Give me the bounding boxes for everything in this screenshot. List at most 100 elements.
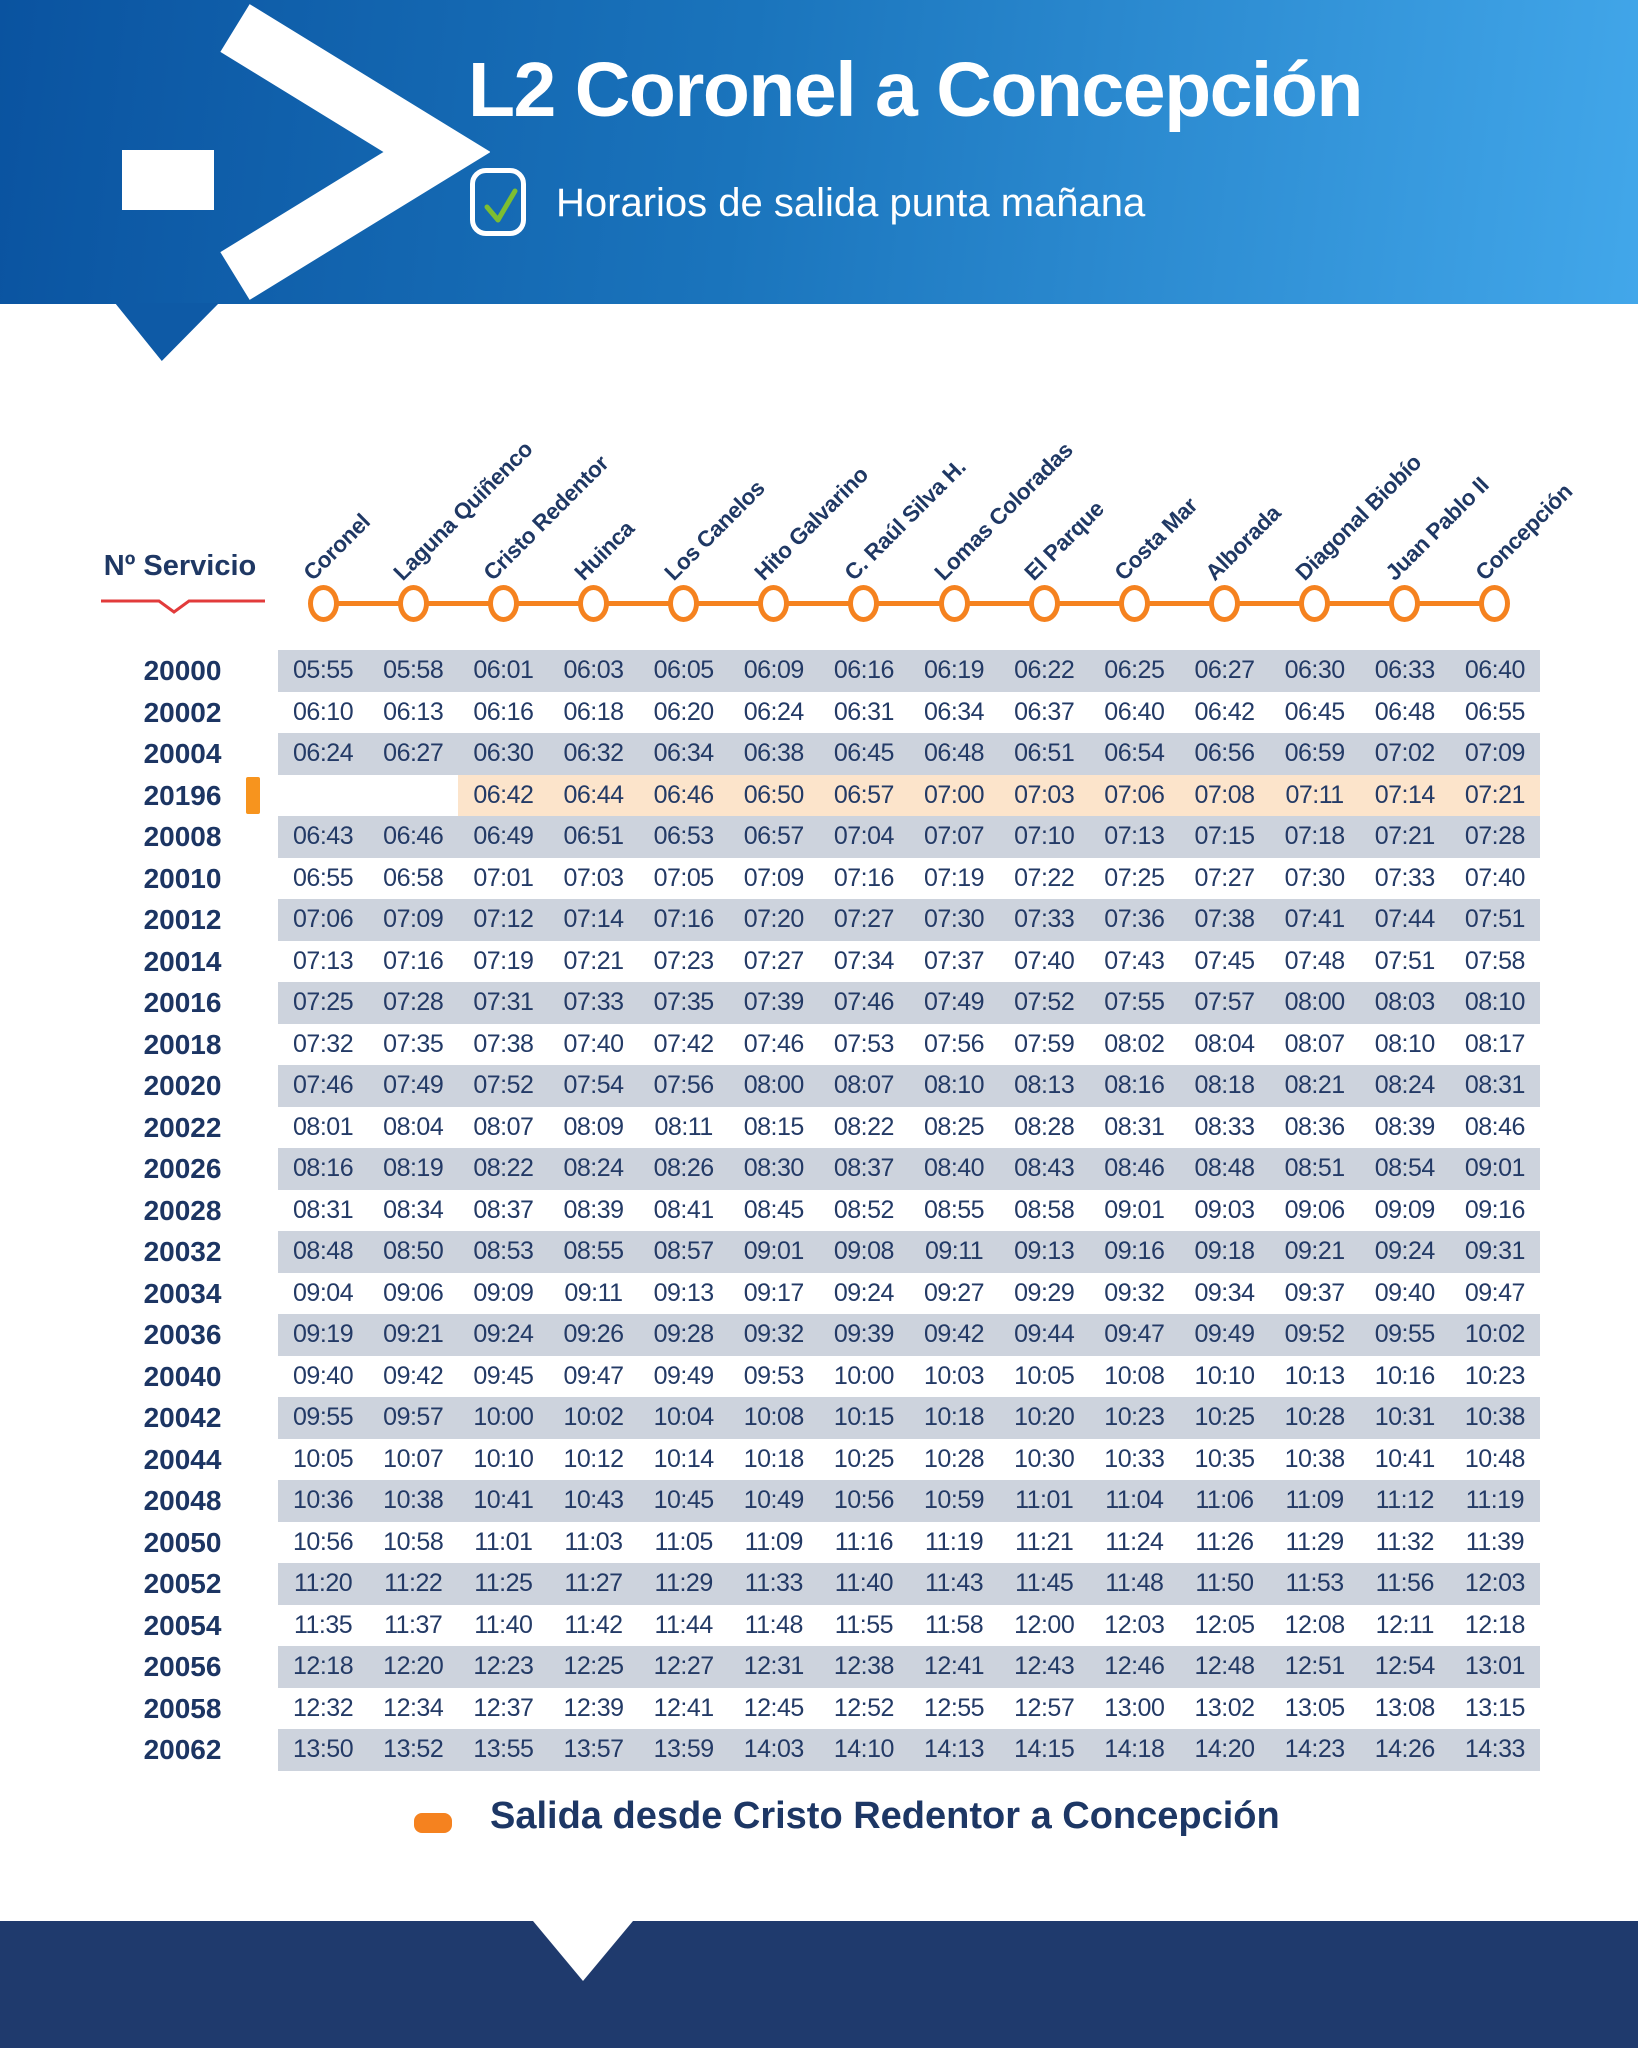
departure-time-cell: 11:09 — [1285, 1486, 1345, 1515]
departure-time-cell: 06:24 — [743, 697, 805, 726]
departure-time-cell: 07:31 — [473, 988, 534, 1017]
departure-time-cell: 10:41 — [1374, 1444, 1436, 1473]
departure-time-cell: 10:02 — [1464, 1320, 1526, 1349]
departure-time-cell: 08:31 — [293, 1195, 354, 1224]
departure-time-cell: 10:31 — [1374, 1403, 1436, 1432]
departure-time-cell: 08:07 — [473, 1112, 534, 1141]
departure-time-cell: 09:34 — [1194, 1278, 1255, 1307]
departure-time-cell: 12:18 — [293, 1652, 354, 1681]
service-number: 20048 — [143, 1485, 222, 1516]
departure-time-cell: 08:37 — [473, 1195, 534, 1224]
departure-time-cell: 09:27 — [924, 1278, 985, 1307]
departure-time-cell: 10:48 — [1464, 1444, 1526, 1473]
departure-time-cell: 12:20 — [383, 1652, 444, 1681]
departure-time-cell: 09:04 — [293, 1278, 354, 1307]
departure-time-cell: 09:13 — [653, 1278, 715, 1307]
departure-time-cell: 06:16 — [473, 697, 534, 726]
departure-time-cell: 08:07 — [1284, 1029, 1346, 1058]
departure-time-cell: 06:24 — [293, 739, 354, 768]
departure-time-cell: 07:13 — [293, 946, 354, 975]
timetable-row: 20020 07:46 07:49 07:52 07:54 07:56 08:00 08:07… — [144, 1065, 1540, 1107]
departure-time-cell: 07:11 — [1269, 774, 1360, 816]
departure-time-cell: 12:51 — [1284, 1652, 1346, 1681]
station-dot-icon — [487, 585, 519, 622]
departure-time-cell: 06:50 — [728, 774, 819, 816]
station-dot-icon — [758, 585, 790, 622]
departure-time-cell: 11:48 — [744, 1610, 804, 1639]
timetable-row: 20012 07:06 07:09 07:12 07:14 07:16 07:20 07:27… — [144, 899, 1540, 941]
departure-time-cell: 07:21 — [1449, 774, 1540, 816]
departure-time-cell: 05:58 — [383, 656, 444, 685]
departure-time-cell: 07:09 — [1464, 739, 1526, 768]
departure-time-cell: 08:57 — [653, 1237, 715, 1266]
departure-time-cell: 11:42 — [564, 1610, 623, 1639]
departure-time-cell: 10:02 — [563, 1403, 624, 1432]
departure-time-cell: 07:35 — [653, 988, 715, 1017]
departure-time-cell: 09:24 — [833, 1278, 895, 1307]
departure-time-cell: 07:19 — [473, 946, 534, 975]
timetable-row: 20042 09:55 09:57 10:00 10:02 10:04 10:08 10:15… — [144, 1397, 1540, 1439]
timetable-row: 20026 08:16 08:19 08:22 08:24 08:26 08:30 08:37… — [144, 1148, 1540, 1190]
departure-time-cell: 12:38 — [833, 1652, 895, 1681]
departure-time-cell: 07:30 — [924, 905, 985, 934]
departure-time-cell: 14:23 — [1284, 1735, 1346, 1764]
departure-time-cell: 11:05 — [654, 1527, 714, 1556]
departure-time-cell: 10:18 — [743, 1444, 805, 1473]
station-header-label: El Parque — [1019, 496, 1109, 586]
departure-time-cell: 08:16 — [1104, 1071, 1165, 1100]
departure-time-cell: 10:28 — [924, 1444, 985, 1473]
departure-time-cell: 09:32 — [1104, 1278, 1165, 1307]
timetable-row: 20028 08:31 08:34 08:37 08:39 08:41 08:45 08:52… — [144, 1190, 1540, 1232]
departure-time-cell: 10:38 — [1284, 1444, 1346, 1473]
departure-time-cell: 09:24 — [473, 1320, 534, 1349]
departure-time-cell: 11:29 — [654, 1569, 714, 1598]
departure-time-cell — [368, 775, 458, 817]
station-dot-icon — [1299, 585, 1331, 622]
service-number: 20026 — [143, 1153, 222, 1184]
departure-time-cell: 11:01 — [1015, 1486, 1074, 1515]
departure-time-cell: 08:04 — [1194, 1029, 1255, 1058]
departure-time-cell: 06:42 — [458, 774, 549, 816]
departure-time-cell: 13:02 — [1194, 1693, 1255, 1722]
departure-time-cell: 10:23 — [1464, 1361, 1526, 1390]
departure-time-cell: 07:30 — [1284, 863, 1346, 892]
departure-time-cell: 08:19 — [383, 1154, 444, 1183]
departure-time-cell: 14:03 — [743, 1735, 805, 1764]
departure-time-cell: 06:51 — [1014, 739, 1075, 768]
departure-time-cell: 08:30 — [743, 1154, 805, 1183]
departure-time-cell: 08:37 — [833, 1154, 895, 1183]
departure-time-cell: 07:00 — [908, 774, 1000, 816]
footer-bar: Salidas de lunes a viernes Itinerario vi… — [0, 1921, 1638, 2048]
departure-time-cell: 11:45 — [1015, 1569, 1074, 1598]
departure-time-cell: 07:21 — [563, 946, 624, 975]
departure-time-cell: 08:48 — [1194, 1154, 1255, 1183]
departure-time-cell: 11:40 — [834, 1569, 894, 1598]
timetable-row: 20040 09:40 09:42 09:45 09:47 09:49 09:53 10:00… — [144, 1356, 1540, 1398]
service-number: 20018 — [143, 1028, 222, 1060]
departure-time-cell: 06:27 — [383, 739, 444, 768]
departure-time-cell: 09:11 — [564, 1278, 623, 1307]
departure-time-cell: 07:18 — [1284, 822, 1346, 851]
departure-time-cell: 06:57 — [743, 822, 805, 851]
departure-time-cell: 10:28 — [1284, 1403, 1346, 1432]
departure-time-cell: 06:31 — [833, 697, 895, 726]
departure-time-cell: 11:12 — [1375, 1486, 1435, 1515]
service-number: 20014 — [143, 945, 222, 977]
departure-time-cell: 08:39 — [563, 1195, 624, 1224]
departure-time-cell: 09:28 — [653, 1320, 715, 1349]
timetable-row: 20052 11:20 11:22 11:25 11:27 11:29 11:33 11:40… — [144, 1563, 1540, 1605]
departure-time-cell: 07:54 — [563, 1071, 624, 1100]
departure-time-cell: 07:07 — [924, 822, 985, 851]
departure-time-cell: 07:21 — [1374, 822, 1436, 851]
departure-time-cell: 06:51 — [563, 822, 624, 851]
timetable-row: 20048 10:36 10:38 10:41 10:43 10:45 10:49 10:56… — [144, 1480, 1540, 1522]
departure-time-cell: 08:02 — [1104, 1029, 1165, 1058]
departure-time-cell: 07:49 — [383, 1071, 444, 1100]
departure-time-cell: 09:32 — [743, 1320, 805, 1349]
departure-time-cell: 08:45 — [743, 1195, 805, 1224]
departure-time-cell: 10:10 — [1194, 1361, 1255, 1390]
departure-time-cell: 08:07 — [833, 1071, 895, 1100]
departure-time-cell: 12:34 — [383, 1693, 444, 1722]
departure-time-cell: 07:25 — [1104, 863, 1165, 892]
departure-time-cell: 07:56 — [653, 1071, 715, 1100]
